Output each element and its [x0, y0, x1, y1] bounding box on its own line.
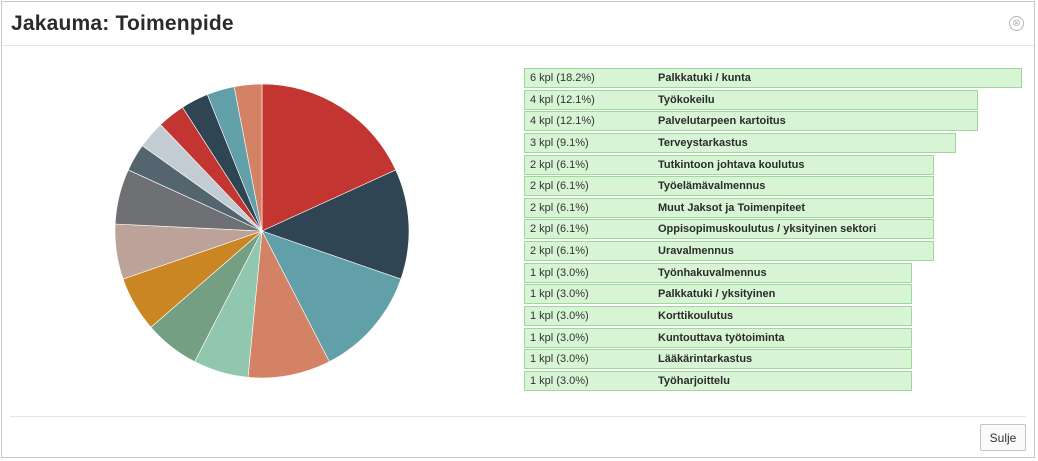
pie-slice-3[interactable]: [247, 229, 330, 379]
bar-category-label: Muut Jaksot ja Toimenpiteet: [658, 201, 806, 214]
pie-chart: [112, 80, 412, 382]
bar-8[interactable]: 2 kpl (6.1%) Uravalmennus: [524, 241, 934, 262]
bar-4[interactable]: 2 kpl (6.1%) Tutkintoon johtava koulutus: [524, 154, 934, 175]
bar-9[interactable]: 1 kpl (3.0%) Työnhakuvalmennus: [524, 262, 912, 283]
bar-value-label: 3 kpl (9.1%): [530, 136, 589, 149]
bar-category-label: Lääkärintarkastus: [658, 353, 753, 366]
bar-list: 6 kpl (18.2%) Palkkatuki / kunta 4 kpl (12…: [524, 68, 1029, 393]
bar-value-label: 1 kpl (3.0%): [530, 310, 589, 323]
pie-slice-1[interactable]: [261, 169, 410, 280]
bar-value-label: 2 kpl (6.1%): [530, 201, 589, 214]
bar-14[interactable]: 1 kpl (3.0%) Työharjoittelu: [524, 370, 912, 391]
bar-category-label: Korttikoulutus: [658, 310, 734, 323]
bar-3[interactable]: 3 kpl (9.1%) Terveystarkastus: [524, 132, 956, 153]
bar-2[interactable]: 4 kpl (12.1%) Palvelutarpeen kartoitus: [524, 111, 978, 132]
bar-category-label: Työnhakuvalmennus: [658, 266, 767, 279]
bar-category-label: Työelämävalmennus: [658, 180, 766, 193]
bar-value-label: 1 kpl (3.0%): [530, 331, 589, 344]
bar-value-label: 1 kpl (3.0%): [530, 374, 589, 387]
bar-value-label: 1 kpl (3.0%): [530, 353, 589, 366]
bar-1[interactable]: 4 kpl (12.1%) Työkokeilu: [524, 89, 978, 110]
bar-12[interactable]: 1 kpl (3.0%) Kuntouttava työtoiminta: [524, 327, 912, 348]
bar-0[interactable]: 6 kpl (18.2%) Palkkatuki / kunta: [524, 68, 1022, 88]
bar-category-label: Työharjoittelu: [658, 374, 730, 387]
pie-slice-14[interactable]: [233, 83, 263, 232]
bar-category-label: Palkkatuki / kunta: [658, 72, 751, 84]
bar-value-label: 2 kpl (6.1%): [530, 245, 589, 258]
bar-10[interactable]: 1 kpl (3.0%) Palkkatuki / yksityinen: [524, 284, 912, 305]
pie-slice-0[interactable]: [261, 83, 397, 232]
dialog-header: Jakauma: Toimenpide ⊗: [2, 2, 1034, 46]
bar-value-label: 1 kpl (3.0%): [530, 266, 589, 279]
dialog-title: Jakauma: Toimenpide: [11, 12, 234, 35]
dialog-footer-divider: [10, 416, 1026, 417]
bar-category-label: Kuntouttava työtoiminta: [658, 331, 785, 344]
bar-value-label: 4 kpl (12.1%): [530, 115, 595, 128]
bar-value-label: 1 kpl (3.0%): [530, 288, 589, 301]
bar-value-label: 2 kpl (6.1%): [530, 180, 589, 193]
bar-category-label: Palkkatuki / yksityinen: [658, 288, 776, 301]
bar-7[interactable]: 2 kpl (6.1%) Oppisopimuskoulutus / yksity…: [524, 219, 934, 240]
bar-category-label: Uravalmennus: [658, 245, 734, 258]
bar-category-label: Tutkintoon johtava koulutus: [658, 158, 805, 171]
bar-5[interactable]: 2 kpl (6.1%) Työelämävalmennus: [524, 176, 934, 197]
bar-category-label: Palvelutarpeen kartoitus: [658, 115, 786, 128]
bar-category-label: Oppisopimuskoulutus / yksityinen sektori: [658, 223, 877, 236]
bar-value-label: 2 kpl (6.1%): [530, 223, 589, 236]
pie-slice-2[interactable]: [261, 230, 402, 363]
bar-category-label: Työkokeilu: [658, 93, 715, 106]
bar-value-label: 2 kpl (6.1%): [530, 158, 589, 171]
close-button[interactable]: Sulje: [980, 424, 1026, 451]
bar-value-label: 4 kpl (12.1%): [530, 93, 595, 106]
bar-category-label: Terveystarkastus: [658, 136, 748, 149]
bar-value-label: 6 kpl (18.2%): [530, 72, 595, 84]
bar-6[interactable]: 2 kpl (6.1%) Muut Jaksot ja Toimenpiteet: [524, 197, 934, 218]
pie-chart-svg: [114, 83, 410, 379]
bar-13[interactable]: 1 kpl (3.0%) Lääkärintarkastus: [524, 349, 912, 370]
close-icon[interactable]: ⊗: [1009, 16, 1024, 31]
bar-11[interactable]: 1 kpl (3.0%) Korttikoulutus: [524, 306, 912, 327]
